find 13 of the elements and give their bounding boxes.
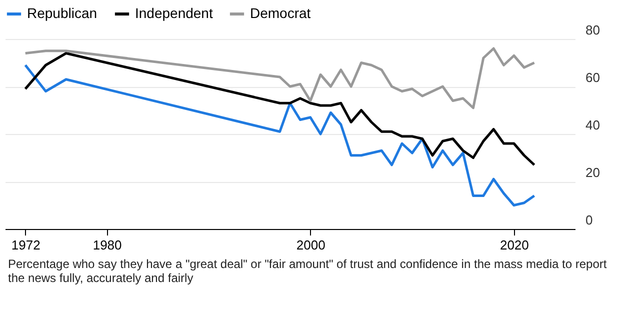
legend-label: Democrat: [250, 5, 311, 21]
y-tick-label: 20: [586, 165, 600, 180]
y-tick-label: 0: [586, 212, 593, 228]
x-tick-label: 1972: [11, 238, 40, 252]
text: Percentage who say they have a "great deal" or "fair amount" of trust and confidence in the mass media to report the news fully, accurately and fairly: [8, 257, 608, 285]
legend-label: Republican: [27, 5, 98, 21]
y-tick-label: 80: [586, 22, 600, 38]
y-tick-label: 60: [586, 70, 600, 85]
x-tick-label: 1980: [92, 238, 122, 252]
legend-label: Independent: [135, 5, 213, 21]
x-tick-label: 2020: [500, 238, 529, 252]
x-tick-label: 2000: [296, 238, 326, 252]
y-tick-label: 40: [586, 118, 600, 132]
